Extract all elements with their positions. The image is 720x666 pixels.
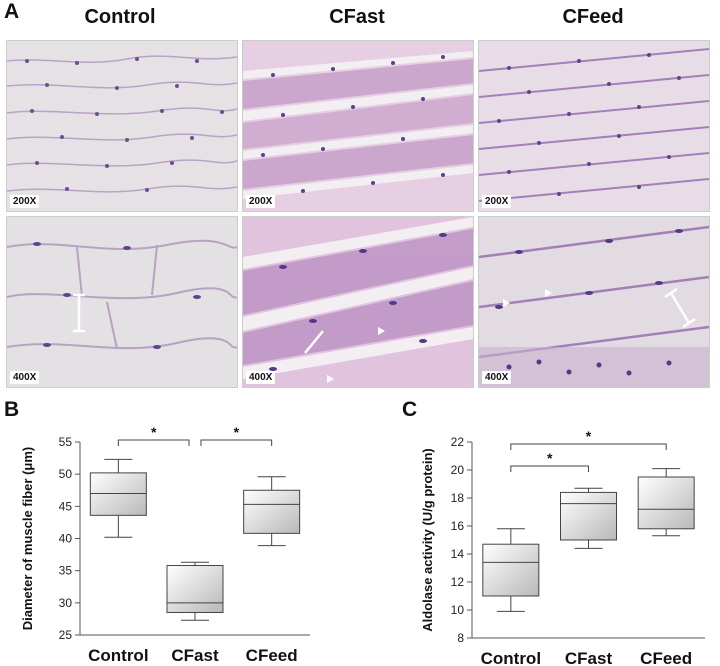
x-tick-label: CFast [565,649,613,666]
significance-bracket [510,443,667,450]
x-tick-label: Control [481,649,541,666]
y-tick-label: 50 [59,467,73,481]
y-tick-label: 10 [451,603,465,617]
x-tick-label: Control [88,646,148,665]
column-title-cfeed: CFeed [562,6,624,28]
y-tick-label: 45 [59,499,73,513]
y-tick-label: 22 [451,435,465,449]
significance-star: * [151,424,157,440]
y-tick-label: 40 [59,532,73,546]
magnification-label: 400X [246,371,276,384]
significance-bracket [200,439,273,446]
box-control [89,472,147,516]
y-tick-label: 8 [457,631,464,645]
box-cfast [166,565,224,613]
y-tick-label: 25 [59,628,73,642]
magnification-label: 400X [10,371,40,384]
y-tick-label: 14 [451,547,465,561]
significance-star: * [547,450,553,466]
x-tick-label: CFeed [640,649,692,666]
significance-star: * [234,424,240,440]
y-tick-label: 20 [451,463,465,477]
x-tick-label: CFeed [246,646,298,665]
magnification-label: 200X [482,195,512,208]
magnification-label: 400X [482,371,512,384]
panel-c-letter: C [402,398,418,421]
micrograph-cfeed-400x: 400X [478,216,710,388]
column-title-control: Control [84,6,156,28]
micrograph-cfeed-200x: 200X [478,40,710,212]
y-axis-label: Diameter of muscle fiber (μm) [20,447,35,631]
micrograph-cfast-200x: 200X [242,40,474,212]
box-cfast [560,491,617,541]
chart-aldolase-activity: 8 10 12 14 16 18 20 22 Aldolase activity (U/g pr… [420,428,705,666]
y-tick-label: 12 [451,575,465,589]
panel-a-letter: A [4,0,20,23]
box-cfeed [243,489,301,534]
significance-bracket [510,465,589,472]
box-cfeed [637,476,695,530]
x-tick-label: CFast [171,646,219,665]
panel-b-letter: B [4,398,20,421]
micrograph-cfast-400x: 400X [242,216,474,388]
y-tick-label: 30 [59,596,73,610]
magnification-label: 200X [10,195,40,208]
chart-muscle-fiber-diameter: 25 30 35 40 45 50 55 Diameter of muscle fiber (… [20,424,310,665]
significance-star: * [586,428,592,444]
y-axis-label: Aldolase activity (U/g protein) [420,448,435,631]
y-tick-label: 16 [451,519,465,533]
y-tick-label: 55 [59,435,73,449]
magnification-label: 200X [246,195,276,208]
micrograph-control-200x: 200X [6,40,238,212]
box-control [482,543,540,597]
y-tick-label: 35 [59,564,73,578]
micrograph-control-400x: 400X [6,216,238,388]
significance-bracket [117,439,190,446]
column-title-cfast: CFast [329,6,385,28]
y-tick-label: 18 [451,491,465,505]
